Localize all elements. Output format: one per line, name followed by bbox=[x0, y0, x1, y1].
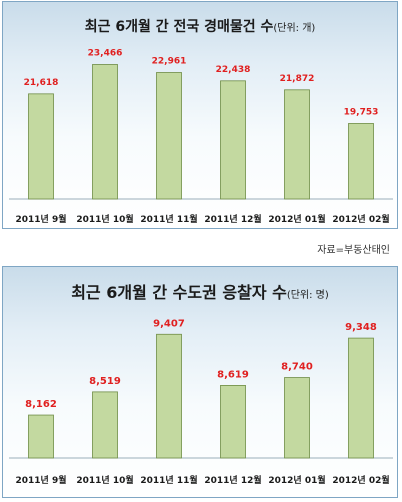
bar bbox=[284, 89, 310, 200]
chart-panel-national-auction: 최근 6개월 간 전국 경매물건 수(단위: 개) 21,618 2011년 9월… bbox=[2, 1, 398, 229]
bar bbox=[284, 377, 310, 459]
x-tick-label: 2011년 11월 bbox=[140, 213, 197, 225]
data-label: 9,407 bbox=[153, 318, 185, 329]
data-label: 8,619 bbox=[217, 369, 249, 380]
data-label: 23,466 bbox=[88, 48, 123, 58]
bar bbox=[156, 333, 182, 459]
data-label: 22,961 bbox=[152, 57, 187, 67]
x-tick-label: 2012년 01월 bbox=[268, 213, 325, 225]
data-label: 19,753 bbox=[344, 107, 379, 117]
chart-unit: (단위: 명) bbox=[286, 290, 329, 301]
data-label: 21,872 bbox=[280, 74, 315, 84]
x-tick-label: 2012년 02월 bbox=[332, 474, 389, 486]
source-note: 자료=부동산태인 bbox=[317, 245, 390, 256]
data-label: 8,740 bbox=[281, 362, 313, 373]
data-label: 22,438 bbox=[216, 65, 251, 75]
chart-panel-capital-bidders: 최근 6개월 간 수도권 응찰자 수(단위: 명) 8,162 2011년 9월 8… bbox=[2, 266, 398, 498]
data-label: 8,519 bbox=[89, 376, 121, 387]
x-tick-label: 2011년 12월 bbox=[204, 474, 261, 486]
chart-title: 최근 6개월 간 전국 경매물건 수(단위: 개) bbox=[3, 16, 397, 36]
bar bbox=[92, 64, 118, 200]
data-label: 21,618 bbox=[24, 78, 59, 88]
bar bbox=[348, 337, 374, 459]
bar bbox=[28, 93, 54, 200]
bar bbox=[28, 414, 54, 459]
x-tick-label: 2012년 01월 bbox=[268, 474, 325, 486]
bar bbox=[220, 385, 246, 459]
x-tick-label: 2011년 11월 bbox=[140, 474, 197, 486]
bar-chart-capital-bidders: 8,162 2011년 9월 8,519 2011년 10월 9,407 2011년 11… bbox=[9, 318, 393, 486]
x-tick-label: 2011년 10월 bbox=[76, 474, 133, 486]
x-tick-label: 2011년 10월 bbox=[76, 213, 133, 225]
chart-title-text: 최근 6개월 간 수도권 응찰자 수 bbox=[71, 283, 287, 302]
x-tick-label: 2011년 9월 bbox=[15, 213, 66, 225]
x-tick-label: 2012년 02월 bbox=[332, 213, 389, 225]
chart-title-text: 최근 6개월 간 전국 경매물건 수 bbox=[84, 19, 274, 35]
data-label: 9,348 bbox=[345, 322, 377, 333]
chart-unit: (단위: 개) bbox=[273, 23, 316, 34]
bar bbox=[348, 123, 374, 200]
x-tick-label: 2011년 12월 bbox=[204, 213, 261, 225]
x-tick-label: 2011년 9월 bbox=[15, 474, 66, 486]
data-label: 8,162 bbox=[25, 399, 57, 410]
chart-title: 최근 6개월 간 수도권 응찰자 수(단위: 명) bbox=[3, 279, 397, 303]
bar bbox=[92, 391, 118, 459]
bar bbox=[156, 72, 182, 200]
bar bbox=[220, 80, 246, 200]
bar-chart-national-auction: 21,618 2011년 9월 23,466 2011년 10월 22,961 2011년… bbox=[9, 48, 393, 225]
